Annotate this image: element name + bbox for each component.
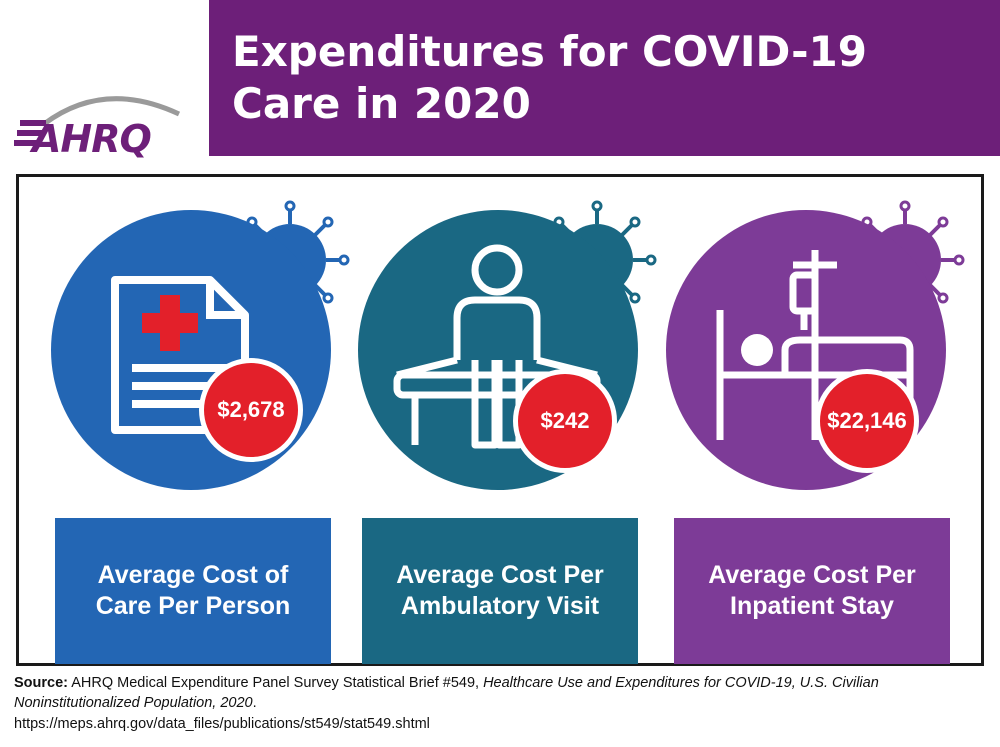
cost-badge-ambulatory: $242 [513,369,617,473]
patient-exam-table-icon [358,200,657,490]
cost-badge-per-person: $2,678 [199,358,303,462]
ahrq-logo: AHRQ [14,96,181,160]
source-label: Source: [14,675,68,691]
source-period: . [252,695,257,711]
label-cost-per-inpatient-stay: Average Cost Per Inpatient Stay [674,518,950,664]
source-title: Healthcare Use and Expenditures for COVI… [14,675,879,711]
source-citation: Source: AHRQ Medical Expenditure Panel S… [14,673,990,713]
header-banner [209,0,1000,156]
label-cost-per-person: Average Cost of Care Per Person [55,518,331,664]
medical-document-icon [51,200,350,490]
label-cost-per-ambulatory-visit: Average Cost Per Ambulatory Visit [362,518,638,664]
svg-text:AHRQ: AHRQ [29,117,151,160]
hospital-bed-iv-icon [666,200,965,490]
source-url[interactable]: https://meps.ahrq.gov/data_files/publica… [14,716,430,732]
source-text: AHRQ Medical Expenditure Panel Survey St… [68,675,484,691]
page-title: Expenditures for COVID-19 Care in 2020 [232,27,868,128]
cost-badge-inpatient: $22,146 [815,369,919,473]
